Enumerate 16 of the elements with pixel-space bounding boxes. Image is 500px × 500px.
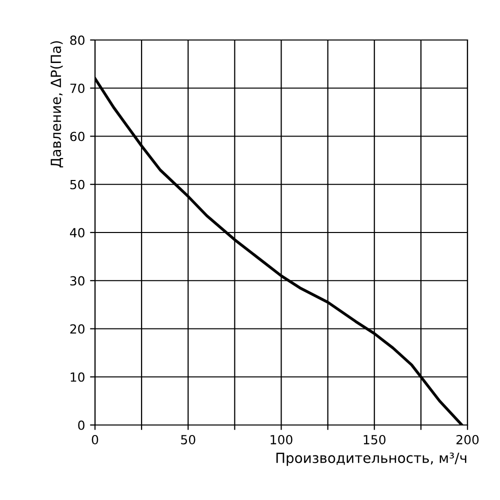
x-tick-label: 0: [92, 434, 98, 444]
y-tick-label: 30: [70, 276, 84, 286]
y-axis-title: Давление, ΔP(Па): [50, 41, 64, 168]
y-tick-label: 10: [70, 372, 84, 382]
x-tick-label: 200: [456, 434, 479, 444]
x-tick-label: 50: [181, 434, 196, 444]
y-tick-label: 60: [70, 132, 84, 142]
x-tick-label: 100: [270, 434, 292, 444]
x-tick-label: 150: [364, 434, 386, 444]
x-axis-title: Производительность, м³/ч: [276, 452, 466, 466]
y-tick-label: 0: [78, 420, 84, 430]
y-tick-label: 70: [70, 84, 84, 94]
y-tick-label: 50: [70, 180, 84, 190]
y-tick-label: 40: [70, 228, 84, 238]
y-tick-label: 80: [70, 35, 84, 45]
y-tick-label: 20: [70, 324, 84, 334]
